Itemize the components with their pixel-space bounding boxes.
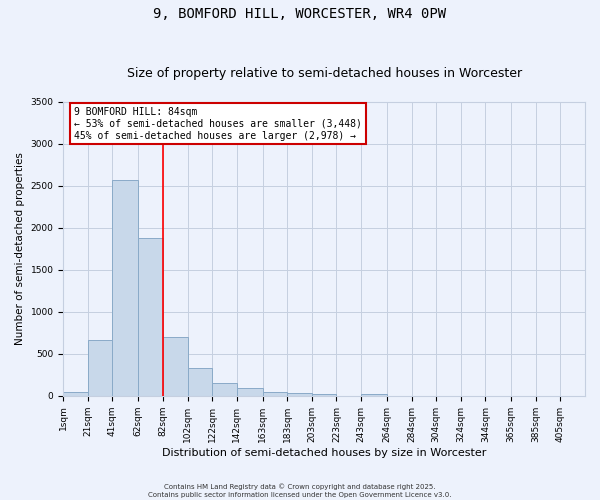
Bar — [212, 383, 237, 396]
Bar — [188, 368, 212, 396]
Text: 9 BOMFORD HILL: 84sqm
← 53% of semi-detached houses are smaller (3,448)
45% of s: 9 BOMFORD HILL: 84sqm ← 53% of semi-deta… — [74, 108, 362, 140]
Bar — [163, 337, 188, 396]
Bar — [88, 340, 112, 396]
Bar — [263, 392, 287, 396]
Bar — [287, 394, 312, 396]
Bar — [361, 394, 387, 396]
Text: Contains HM Land Registry data © Crown copyright and database right 2025.
Contai: Contains HM Land Registry data © Crown c… — [148, 484, 452, 498]
Bar — [237, 388, 263, 396]
Text: 9, BOMFORD HILL, WORCESTER, WR4 0PW: 9, BOMFORD HILL, WORCESTER, WR4 0PW — [154, 8, 446, 22]
Bar — [312, 394, 337, 396]
Title: Size of property relative to semi-detached houses in Worcester: Size of property relative to semi-detach… — [127, 66, 522, 80]
X-axis label: Distribution of semi-detached houses by size in Worcester: Distribution of semi-detached houses by … — [162, 448, 487, 458]
Bar — [63, 392, 88, 396]
Y-axis label: Number of semi-detached properties: Number of semi-detached properties — [15, 152, 25, 345]
Bar — [139, 238, 163, 396]
Bar — [112, 180, 139, 396]
